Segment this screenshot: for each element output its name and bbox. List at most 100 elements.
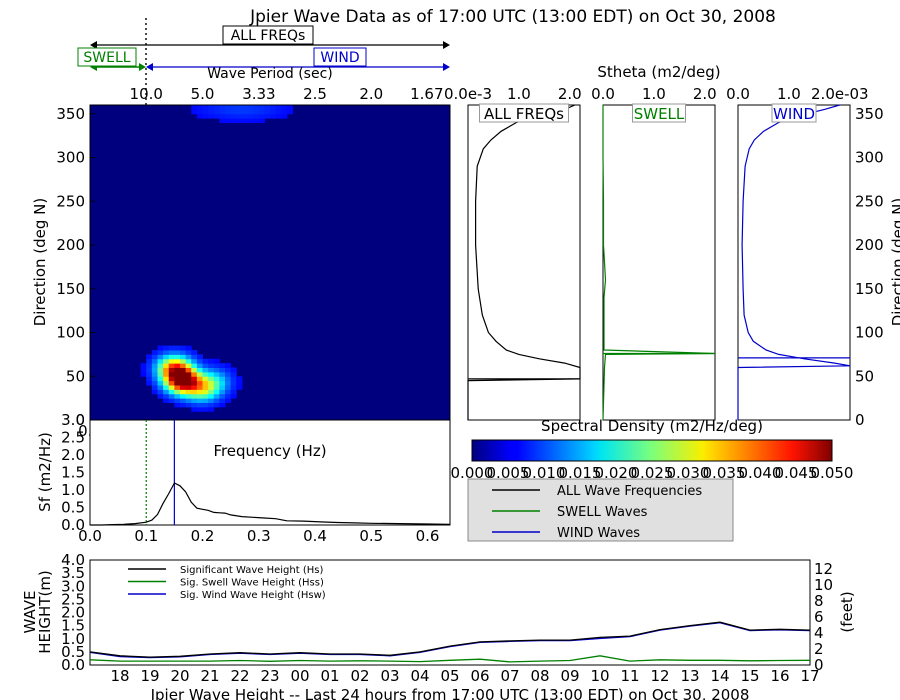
heatmap-cell xyxy=(270,113,277,119)
heatmap-cell xyxy=(180,354,187,360)
heatmap-cell xyxy=(168,385,175,390)
spectrum-y-tick-label: 2.0 xyxy=(61,446,85,464)
heatmap-cell xyxy=(174,363,181,368)
wave-height-y-tick-label: 1.0 xyxy=(61,630,85,648)
heatmap-cell xyxy=(213,402,220,408)
heatmap-cell xyxy=(163,358,170,364)
main-y-tick-label: 200 xyxy=(56,236,85,254)
colorbar: Spectral Density (m2/Hz/deg) 0.0000.0050… xyxy=(451,417,854,482)
heatmap-cell xyxy=(230,376,237,382)
wave-height-hour-label: 11 xyxy=(620,667,639,685)
wind-arrowhead-left xyxy=(146,63,153,71)
heatmap-cell xyxy=(202,389,209,395)
heatmap-cell xyxy=(191,371,198,377)
top-markers: ALL FREQs SWELL WIND Wave Period (sec) 1… xyxy=(77,18,450,105)
heatmap-cell xyxy=(281,113,288,119)
heatmap-cell xyxy=(185,402,192,408)
heatmap-cell xyxy=(191,367,198,373)
stheta-right-y-tick-label: 0 xyxy=(855,411,865,429)
heatmap-cell xyxy=(230,393,237,399)
heatmap-cell xyxy=(213,398,220,403)
heatmap-cell xyxy=(219,380,226,386)
stheta-x-tick-label: 0.0 xyxy=(591,85,615,103)
heatmap-cell xyxy=(208,406,215,412)
stheta-x-tick-label: 2.0 xyxy=(558,85,582,103)
heatmap-cell xyxy=(219,118,226,123)
heatmap-cell xyxy=(157,363,164,368)
main-y-tick-label: 100 xyxy=(56,324,85,342)
heatmap-cell xyxy=(213,376,220,382)
stheta-label-box xyxy=(771,103,817,123)
wave-height-feet-tick-label: 6 xyxy=(814,608,824,626)
heatmap-cell xyxy=(157,380,164,386)
wave-height-hour-label: 03 xyxy=(380,667,399,685)
stheta-frame xyxy=(467,104,581,421)
heatmap-cell xyxy=(225,367,232,373)
heatmap-cell xyxy=(270,105,277,110)
main-y-axis-label: Direction (deg N) xyxy=(31,198,49,327)
heatmap-cell xyxy=(241,113,248,119)
stheta-x-tick-label: 2.0 xyxy=(693,85,717,103)
heatmap-cell xyxy=(151,389,158,395)
colorbar-tick-label: 0.025 xyxy=(631,464,674,482)
heatmap-cell xyxy=(174,367,181,373)
heatmap-cell xyxy=(191,385,198,390)
heatmap-cell xyxy=(191,389,198,395)
heatmap-cell xyxy=(196,354,203,360)
heatmap-cell xyxy=(202,402,209,408)
wave-height-y-tick-label: 2.0 xyxy=(61,604,85,622)
stheta-line xyxy=(602,105,716,421)
colorbar-tick-label: 0.030 xyxy=(667,464,710,482)
heatmap-cell xyxy=(213,389,220,395)
stheta-label: ALL FREQs xyxy=(484,105,564,123)
wave-height-legend: Significant Wave Height (Hs) Sig. Swell W… xyxy=(128,565,326,601)
wave-height-hour-label: 00 xyxy=(290,667,309,685)
heatmap-cell xyxy=(219,113,226,119)
heatmap-cell xyxy=(264,105,271,110)
heatmap-cell xyxy=(247,118,254,123)
heatmap-cell xyxy=(208,113,215,119)
heatmap-cell xyxy=(219,389,226,395)
heatmap-cell xyxy=(241,118,248,123)
heatmap-cell xyxy=(264,109,271,115)
stheta-label: WIND xyxy=(773,105,815,123)
period-tick-labels: 10.0 5.0 3.33 2.5 2.0 1.67 xyxy=(130,85,444,103)
spectrum-frame xyxy=(89,419,451,526)
heatmap-cell xyxy=(163,380,170,386)
heatmap-cell xyxy=(196,398,203,403)
heatmap-cell xyxy=(174,350,181,355)
heatmap-cell xyxy=(196,385,203,390)
heatmap-cell xyxy=(140,363,147,368)
heatmap-cell xyxy=(168,345,175,351)
spectrum-x-tick-label: 0.4 xyxy=(303,527,327,545)
heatmap-cell xyxy=(191,402,198,408)
wave-height-hour-label: 20 xyxy=(170,667,189,685)
wave-height-y-label-line1: WAVE xyxy=(21,590,39,633)
heatmap-cell xyxy=(191,358,198,364)
main-y-tick-label: 0 xyxy=(75,411,85,429)
stheta-title: Stheta (m2/deg) xyxy=(597,63,720,81)
heatmap-cell xyxy=(157,367,164,373)
wave-height-hour-label: 14 xyxy=(710,667,729,685)
stheta-right-y-axis-label: Direction (deg N) xyxy=(889,198,900,327)
wave-height-hour-label: 18 xyxy=(110,667,129,685)
stheta-panel-swell: 0.0 1.0 2.0 SWELL xyxy=(591,85,717,421)
stheta-x-tick-label: 1.0 xyxy=(777,85,801,103)
wave-height-hour-label: 16 xyxy=(770,667,789,685)
wave-height-feet-label: (feet) xyxy=(838,591,856,632)
heatmap-cell xyxy=(185,345,192,351)
wave-height-hour-label: 15 xyxy=(740,667,759,685)
heatmap-cell xyxy=(213,393,220,399)
spectrum-y-tick-labels: 0.00.51.01.52.02.53.0 xyxy=(61,411,85,534)
colorbar-tick-label: 0.005 xyxy=(487,464,530,482)
heatmap-cell xyxy=(286,109,293,115)
heatmap-cell xyxy=(225,105,232,110)
heatmap-cell xyxy=(202,371,209,377)
heatmap-cell xyxy=(230,385,237,390)
heatmap-cell xyxy=(225,363,232,368)
heatmap-cell xyxy=(157,350,164,355)
wave-height-hour-label: 23 xyxy=(260,667,279,685)
heatmap-cell xyxy=(157,345,164,351)
heatmap-cell xyxy=(219,363,226,368)
